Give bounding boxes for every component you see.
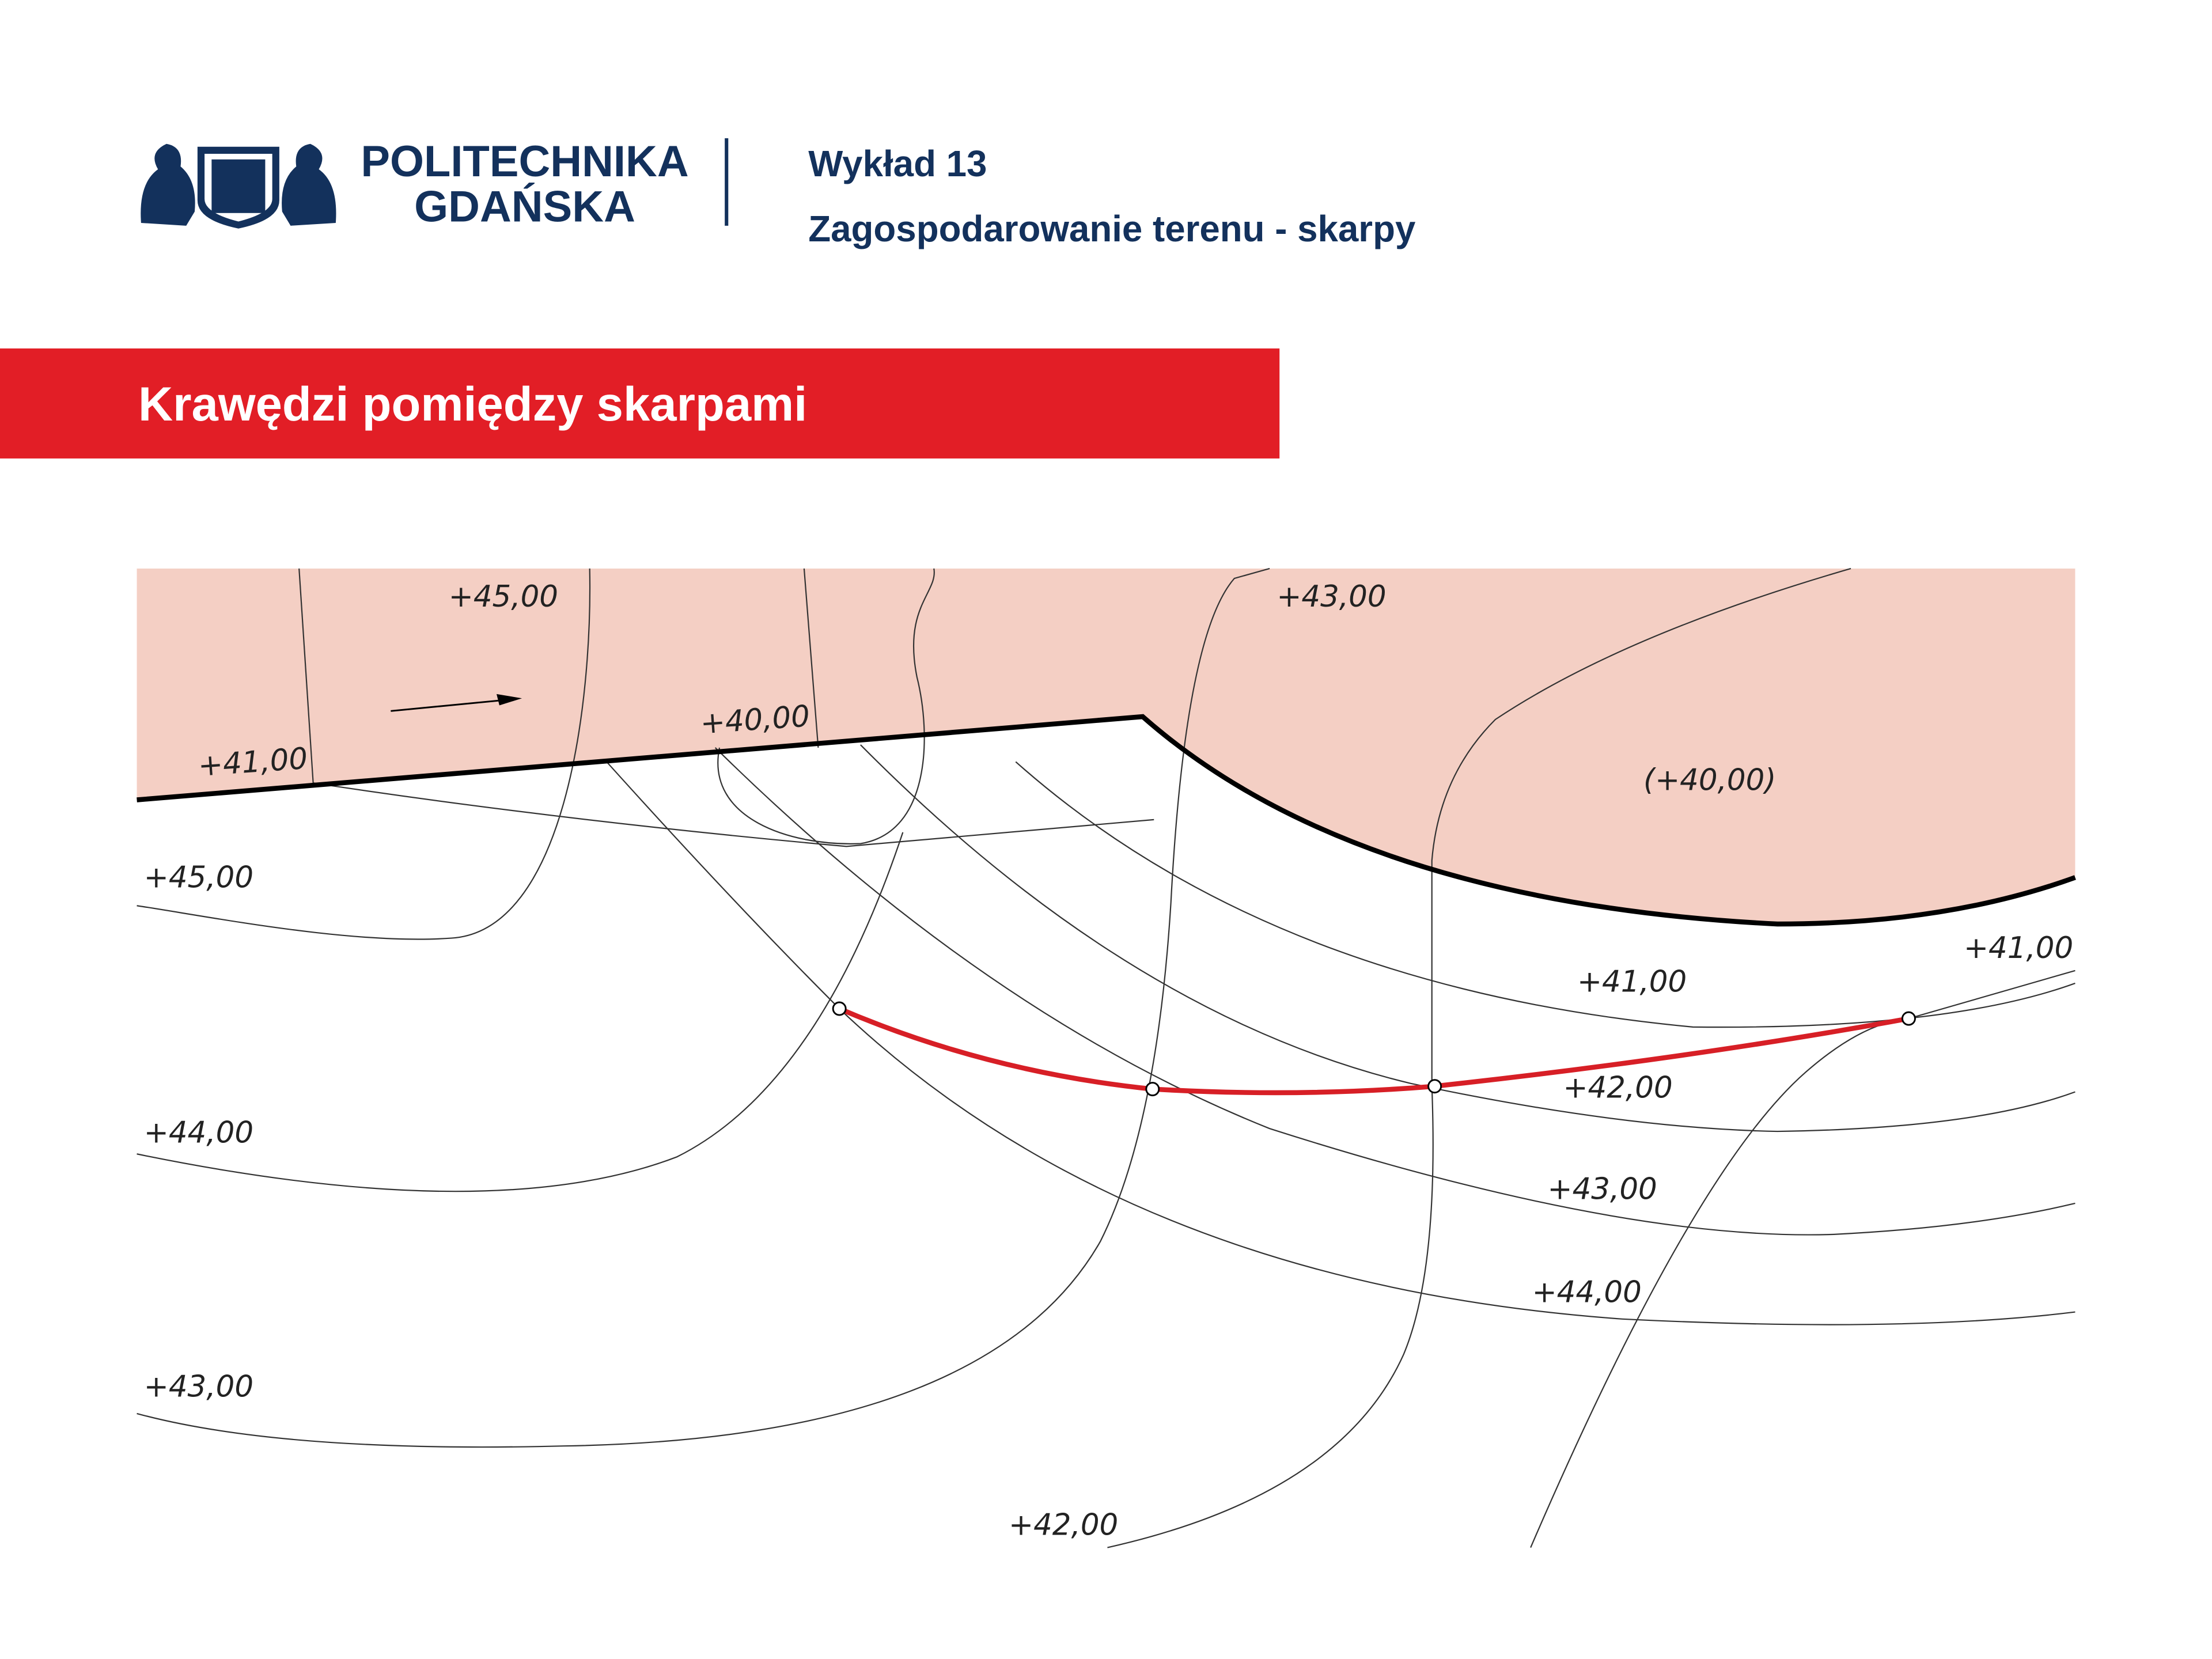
edge-line [137, 714, 2076, 927]
university-name: GDAŃSKA [414, 182, 635, 231]
university-name: POLITECHNIKA [361, 137, 688, 186]
section-band [0, 348, 1280, 459]
points [832, 1001, 1916, 1097]
lecture-topic: Zagospodarowanie terenu - skarpy [808, 209, 1416, 249]
contour [313, 782, 1154, 847]
contour [137, 832, 904, 1192]
elevation-label: +40,00 [699, 699, 811, 741]
contour [137, 568, 591, 940]
elevation-label: +43,00 [1548, 1172, 1657, 1207]
logo [141, 143, 336, 229]
elevation-label: +43,00 [1277, 579, 1386, 614]
contour [803, 568, 819, 748]
point [1901, 1011, 1916, 1026]
slope-edge [838, 1006, 1910, 1096]
arrow [391, 699, 508, 712]
elevation-label: +42,00 [1563, 1070, 1672, 1105]
lecture-number: Wykład 13 [808, 143, 987, 184]
diagram: +45,00 +43,00 +40,00 +41,00 (+40,00) +45… [137, 567, 2076, 1548]
elevation-label: +41,00 [1964, 931, 2073, 965]
contours [137, 567, 2075, 1548]
point [1427, 1079, 1442, 1094]
contour [1107, 567, 1851, 1548]
elevation-label: +41,00 [197, 741, 309, 783]
elevation-label: +42,00 [1009, 1508, 1118, 1542]
contour [298, 568, 314, 783]
contour [137, 567, 1270, 1448]
contour [606, 761, 2075, 1325]
contour [714, 747, 2075, 1236]
elevation-label: +41,00 [1577, 965, 1687, 999]
point [1145, 1082, 1160, 1097]
contour [860, 744, 2075, 1132]
contour [1015, 761, 2075, 1028]
elevation-label: +45,00 [449, 579, 558, 614]
elevation-label: +44,00 [144, 1116, 253, 1150]
arrow-head [497, 694, 522, 706]
elevation-label: +44,00 [1532, 1275, 1642, 1309]
elevation-label: +45,00 [144, 860, 253, 895]
contour [1530, 969, 2075, 1548]
elevation-label: (+40,00) [1643, 763, 1776, 797]
elevation-label: +43,00 [144, 1369, 253, 1404]
fill-area [137, 568, 2075, 925]
section-title: Krawędzi pomiędzy skarpami [138, 377, 807, 431]
point [832, 1001, 847, 1016]
contour [717, 568, 935, 844]
